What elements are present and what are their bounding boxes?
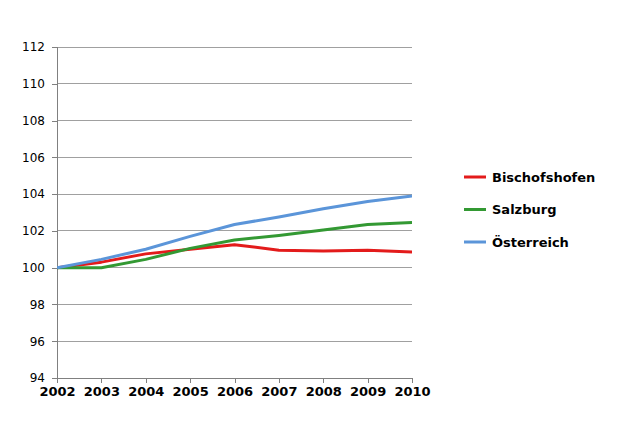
y-tick: 106 xyxy=(22,151,57,165)
x-tick: 2003 xyxy=(84,378,120,399)
y-tick-mark xyxy=(52,378,57,379)
x-tick-mark xyxy=(368,378,369,383)
legend-swatch xyxy=(464,241,486,244)
x-tick-mark xyxy=(190,378,191,383)
y-tick-mark xyxy=(52,121,57,122)
x-tick-label: 2003 xyxy=(84,384,120,399)
x-tick: 2005 xyxy=(173,378,209,399)
legend-label: Bischofshofen xyxy=(492,170,595,185)
y-tick-mark xyxy=(52,268,57,269)
y-tick: 112 xyxy=(22,40,57,54)
y-tick-label: 104 xyxy=(22,187,45,201)
legend: Bischofshofen Salzburg Österreich xyxy=(464,170,595,250)
x-tick-mark xyxy=(279,378,280,383)
x-tick-label: 2006 xyxy=(217,384,253,399)
x-tick-label: 2010 xyxy=(394,384,430,399)
x-tick: 2004 xyxy=(128,378,164,399)
x-tick-label: 2005 xyxy=(173,384,209,399)
y-tick-mark xyxy=(52,341,57,342)
y-tick-label: 108 xyxy=(22,114,45,128)
legend-label: Salzburg xyxy=(492,202,556,217)
x-tick-label: 2009 xyxy=(350,384,386,399)
legend-swatch xyxy=(464,208,486,211)
y-tick: 102 xyxy=(22,224,57,238)
x-tick: 2006 xyxy=(217,378,253,399)
y-tick-label: 112 xyxy=(22,40,45,54)
x-tick-mark xyxy=(146,378,147,383)
y-tick: 98 xyxy=(30,298,57,312)
x-tick-label: 2007 xyxy=(261,384,297,399)
y-tick-mark xyxy=(52,194,57,195)
y-tick-label: 100 xyxy=(22,261,45,275)
y-tick: 104 xyxy=(22,187,57,201)
x-tick: 2002 xyxy=(39,378,75,399)
y-tick-label: 96 xyxy=(30,335,45,349)
x-tick: 2009 xyxy=(350,378,386,399)
legend-swatch xyxy=(464,176,486,179)
y-tick: 108 xyxy=(22,114,57,128)
grid-line xyxy=(57,230,412,231)
chart: 9496981001021041061081101122002200320042… xyxy=(0,0,631,432)
x-tick: 2008 xyxy=(306,378,342,399)
x-tick-mark xyxy=(57,378,58,383)
y-tick: 110 xyxy=(22,77,57,91)
grid-line xyxy=(57,157,412,158)
x-axis-line xyxy=(58,379,413,384)
series-line xyxy=(57,223,412,268)
x-tick: 2010 xyxy=(394,378,430,399)
y-tick-mark xyxy=(52,231,57,232)
x-tick-label: 2008 xyxy=(306,384,342,399)
x-tick-mark xyxy=(323,378,324,383)
y-tick-mark xyxy=(52,47,57,48)
grid-line xyxy=(57,47,412,48)
y-tick-label: 106 xyxy=(22,151,45,165)
grid-line xyxy=(57,83,412,84)
grid-line xyxy=(57,194,412,195)
y-tick-label: 98 xyxy=(30,298,45,312)
y-tick-mark xyxy=(52,157,57,158)
legend-label: Österreich xyxy=(492,235,569,250)
y-axis-line xyxy=(52,48,58,379)
series-line xyxy=(57,196,412,268)
y-tick-label: 102 xyxy=(22,224,45,238)
grid xyxy=(57,47,412,378)
grid-line xyxy=(57,120,412,121)
grid-line xyxy=(57,304,412,305)
grid-line xyxy=(57,341,412,342)
x-tick-mark xyxy=(235,378,236,383)
y-axis: 949698100102104106108110112 xyxy=(22,40,57,385)
x-tick-label: 2004 xyxy=(128,384,164,399)
x-tick-label: 2002 xyxy=(39,384,75,399)
y-tick-label: 110 xyxy=(22,77,45,91)
x-axis: 2002 2003 2004 2005 2006 2007 2008 2009 2010 xyxy=(39,378,430,399)
y-tick-mark xyxy=(52,84,57,85)
x-tick-mark xyxy=(101,378,102,383)
y-tick-mark xyxy=(52,304,57,305)
plot-lines xyxy=(57,196,412,268)
x-tick-mark xyxy=(412,378,413,383)
x-tick: 2007 xyxy=(261,378,297,399)
y-tick: 96 xyxy=(30,335,57,349)
y-tick: 100 xyxy=(22,261,57,275)
